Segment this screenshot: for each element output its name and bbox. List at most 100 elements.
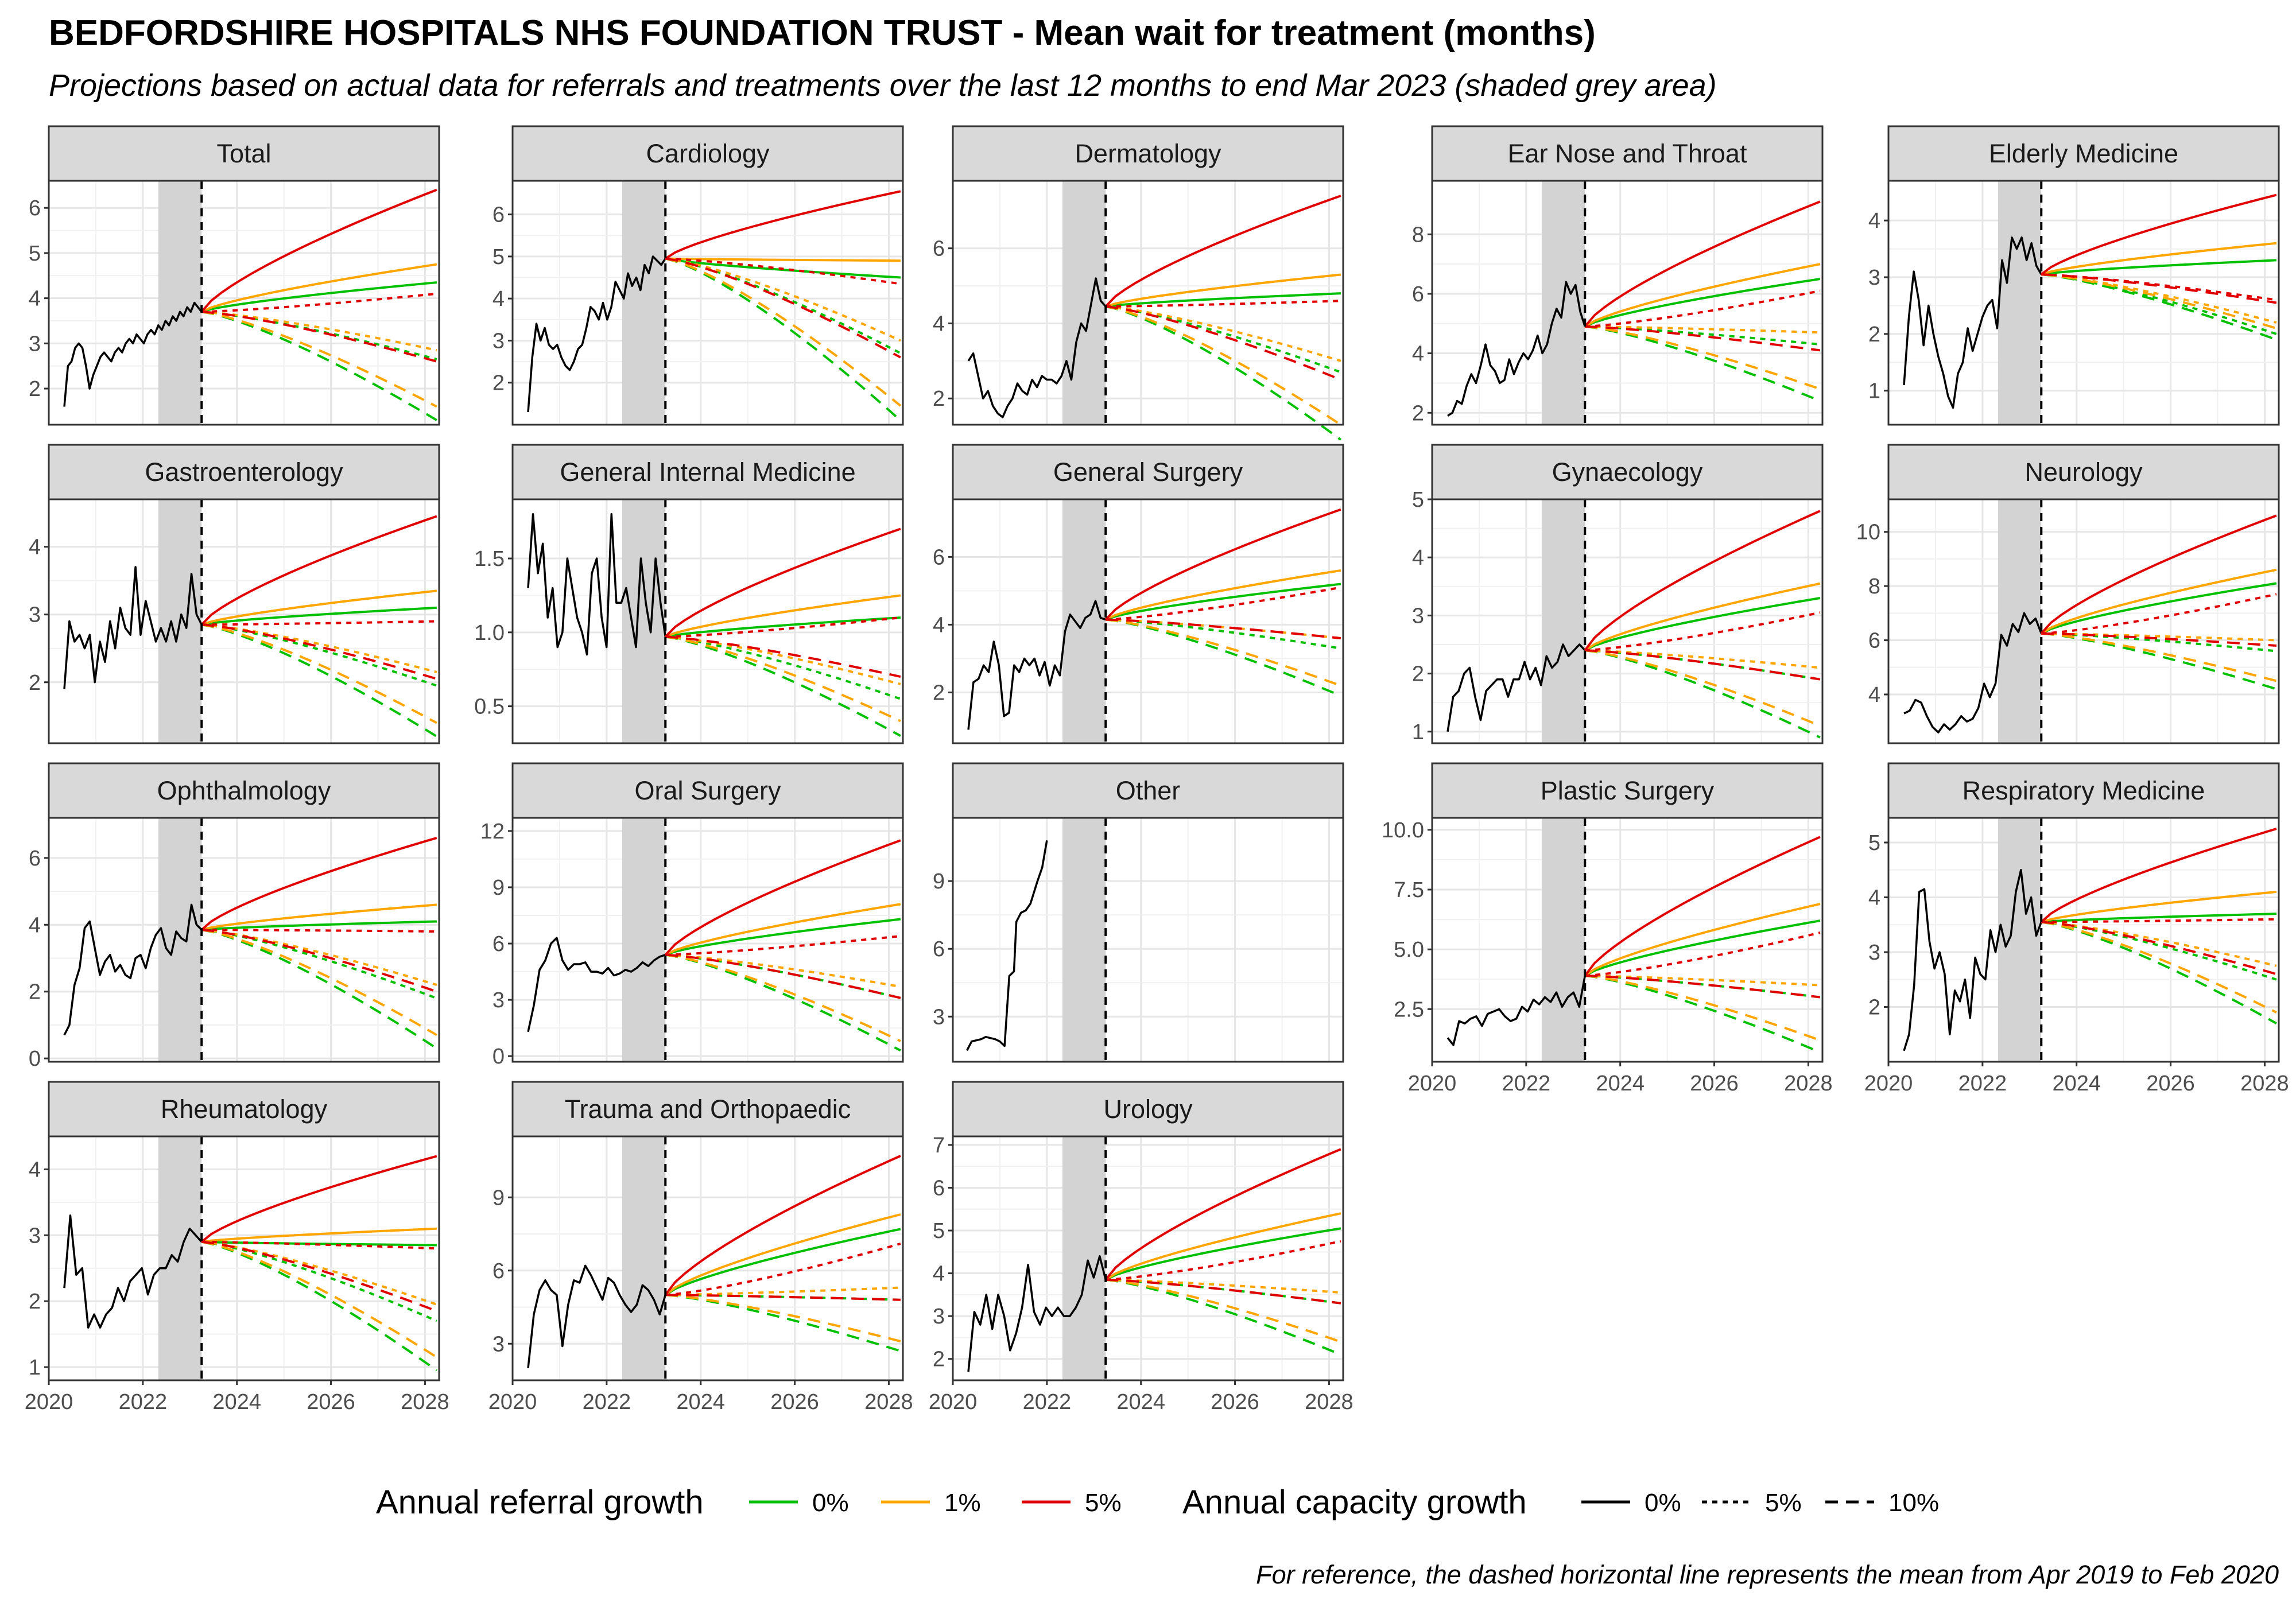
facet-strip-label: Rheumatology bbox=[161, 1094, 328, 1124]
projection-line-ref-1pct-cap-0pct bbox=[1105, 1212, 1341, 1281]
projection-line-ref-5pct-cap-0pct bbox=[1584, 200, 1821, 328]
projection-line-ref-1pct-cap-0pct bbox=[1105, 569, 1341, 621]
projection-line-ref-5pct-cap-0pct bbox=[1104, 195, 1341, 308]
facet-panel: Rheumatology 1 2 3 4 2020 2022 2024 2026 2028 bbox=[25, 1081, 449, 1414]
x-tick-label: 2024 bbox=[2052, 1072, 2101, 1096]
projection-line-ref-0pct-cap-0pct bbox=[201, 281, 437, 313]
facet-strip bbox=[1887, 762, 2280, 819]
legend-label-ref: 5% bbox=[1085, 1489, 1122, 1517]
projection-line-ref-5pct-cap-10pct bbox=[1585, 649, 1821, 681]
projection-line-ref-1pct-cap-5pct bbox=[665, 257, 901, 342]
facet-strip-label: Respiratory Medicine bbox=[1963, 776, 2205, 805]
projection-line-ref-0pct-cap-10pct bbox=[665, 953, 901, 1052]
y-tick-label: 5 bbox=[492, 245, 505, 269]
projection-line-ref-5pct-cap-10pct bbox=[665, 635, 901, 678]
projection-line-ref-5pct-cap-5pct bbox=[201, 929, 437, 933]
projection-line-ref-0pct-cap-0pct bbox=[665, 1228, 901, 1296]
projection-line-ref-5pct-cap-0pct bbox=[1104, 508, 1341, 620]
projection-line-ref-5pct-cap-0pct bbox=[665, 190, 901, 260]
projection-line-ref-5pct-cap-0pct bbox=[664, 1155, 901, 1296]
projection-line-ref-0pct-cap-10pct bbox=[201, 310, 437, 421]
projection-line-ref-1pct-cap-10pct bbox=[1105, 305, 1341, 426]
y-tick-label: 4 bbox=[29, 535, 41, 560]
projection-line-ref-5pct-cap-0pct bbox=[2040, 514, 2277, 635]
actual-series-line bbox=[1446, 643, 1586, 732]
panel-border bbox=[1431, 817, 1824, 1063]
projection-line-ref-1pct-cap-0pct bbox=[1584, 263, 1821, 328]
actual-series-line bbox=[63, 301, 203, 407]
actual-series-line bbox=[527, 1264, 666, 1368]
actual-series-line bbox=[63, 903, 203, 1036]
x-tick-label: 2020 bbox=[25, 1390, 73, 1414]
projection-line-ref-1pct-cap-10pct bbox=[2041, 921, 2277, 1014]
facet-panel: General Internal Medicine 0.5 1.0 1.5 bbox=[474, 444, 904, 744]
facet-strip bbox=[511, 125, 904, 182]
actual-series-line bbox=[527, 513, 666, 656]
facet-panel: Respiratory Medicine 2 3 4 5 2020 2022 2024 2026… bbox=[1864, 762, 2289, 1096]
projection-line-ref-5pct-cap-10pct bbox=[1585, 975, 1821, 999]
projection-line-ref-1pct-cap-5pct bbox=[665, 635, 901, 685]
projection-line-ref-1pct-cap-10pct bbox=[201, 623, 437, 724]
y-tick-label: 7 bbox=[933, 1134, 945, 1158]
projection-line-ref-0pct-cap-0pct bbox=[201, 920, 437, 931]
y-tick-label: 3 bbox=[1868, 266, 1880, 290]
y-tick-label: 3 bbox=[933, 1005, 945, 1029]
x-tick-label: 2028 bbox=[2240, 1072, 2289, 1096]
facet-panel: Ophthalmology 0 2 4 6 bbox=[29, 762, 440, 1071]
x-tick-label: 2024 bbox=[1596, 1072, 1645, 1096]
projection-line-ref-0pct-cap-0pct bbox=[2041, 913, 2276, 923]
projection-line-ref-1pct-cap-10pct bbox=[665, 953, 901, 1042]
facet-strip-label: Cardiology bbox=[646, 139, 770, 168]
projection-line-ref-1pct-cap-0pct bbox=[1584, 903, 1821, 977]
facet-strip-label: Neurology bbox=[2024, 457, 2143, 487]
actual-series-line bbox=[527, 937, 666, 1032]
y-tick-label: 4 bbox=[1412, 546, 1424, 570]
y-tick-label: 3 bbox=[29, 332, 41, 356]
y-tick-label: 6 bbox=[492, 932, 505, 956]
y-tick-label: 4 bbox=[933, 312, 945, 336]
x-tick-label: 2024 bbox=[676, 1390, 725, 1414]
projection-line-ref-1pct-cap-5pct bbox=[2041, 921, 2277, 967]
projection-line-ref-5pct-cap-0pct bbox=[1104, 1148, 1341, 1281]
facet-strip-label: General Internal Medicine bbox=[560, 457, 855, 487]
panel-border bbox=[511, 1135, 904, 1381]
x-tick-label: 2028 bbox=[1305, 1390, 1353, 1414]
actual-series-line bbox=[967, 600, 1106, 730]
facet-panel: Plastic Surgery 2.5 5.0 7.5 10.0 2020 2022 2024… bbox=[1382, 762, 1833, 1096]
y-tick-label: 3 bbox=[1868, 941, 1880, 965]
projection-line-ref-1pct-cap-0pct bbox=[201, 903, 437, 931]
y-tick-label: 4 bbox=[1868, 886, 1880, 910]
y-tick-label: 3 bbox=[29, 1224, 41, 1248]
facet-panel: Trauma and Orthopaedic 3 6 9 2020 2022 2024 202… bbox=[488, 1081, 913, 1414]
projection-line-ref-0pct-cap-5pct bbox=[665, 1294, 901, 1301]
actual-series-line bbox=[966, 840, 1048, 1051]
x-tick-label: 2022 bbox=[1023, 1390, 1072, 1414]
projection-line-ref-1pct-cap-0pct bbox=[2041, 890, 2277, 923]
y-tick-label: 4 bbox=[29, 287, 41, 311]
panel-background bbox=[513, 1136, 903, 1380]
panel-background bbox=[953, 818, 1343, 1062]
panel-border bbox=[48, 180, 440, 426]
projection-line-ref-0pct-cap-0pct bbox=[665, 616, 901, 638]
actual-series-line bbox=[967, 1255, 1107, 1372]
projection-line-ref-5pct-cap-5pct bbox=[2041, 918, 2276, 923]
facet-panel: Urology 2 3 4 5 6 7 2020 2022 2024 2026 2028 bbox=[929, 1081, 1353, 1414]
panel-border bbox=[952, 180, 1344, 426]
projection-line-ref-5pct-cap-5pct bbox=[665, 257, 901, 285]
projection-line-ref-0pct-cap-0pct bbox=[1584, 919, 1821, 977]
y-tick-label: 6 bbox=[492, 203, 505, 227]
panel-background bbox=[1432, 818, 1822, 1062]
y-tick-label: 2 bbox=[29, 671, 41, 695]
y-tick-label: 4 bbox=[1868, 209, 1880, 233]
shaded-period bbox=[622, 1136, 666, 1380]
y-tick-label: 1.5 bbox=[474, 547, 505, 571]
legend-referral-title: Annual referral growth bbox=[376, 1484, 704, 1521]
y-tick-label: 8 bbox=[1412, 223, 1424, 247]
y-tick-label: 3 bbox=[492, 329, 505, 353]
chart-subtitle: Projections based on actual data for ref… bbox=[49, 68, 1717, 103]
projection-line-ref-1pct-cap-5pct bbox=[665, 1286, 901, 1297]
projection-line-ref-5pct-cap-10pct bbox=[2041, 273, 2277, 304]
x-tick-label: 2020 bbox=[929, 1390, 978, 1414]
y-tick-label: 6 bbox=[933, 237, 945, 261]
